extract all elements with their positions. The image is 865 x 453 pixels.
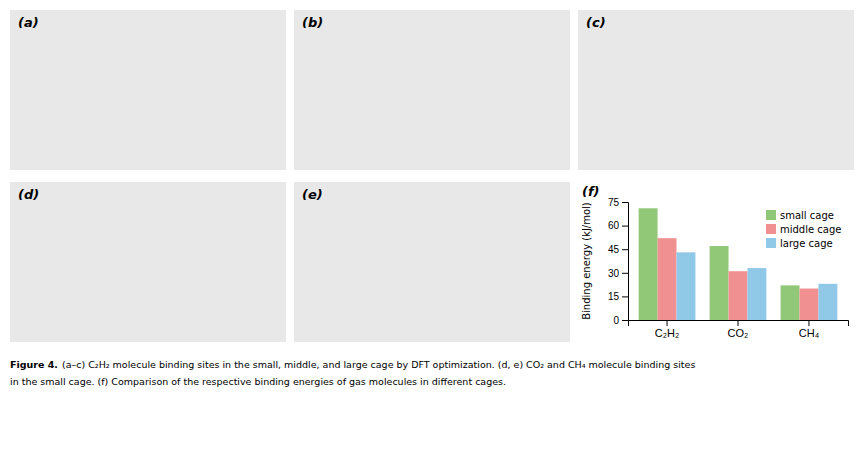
placeholder-panel (578, 10, 854, 170)
x-tick-mark (667, 320, 668, 326)
y-tick: 30 (608, 268, 628, 279)
bar-series (676, 252, 837, 320)
y-tick: 15 (608, 291, 628, 302)
x-tick-mark (738, 320, 739, 326)
y-tick-label: 15 (608, 291, 620, 302)
y-tick-mark (622, 249, 628, 250)
bar (800, 289, 819, 320)
legend-swatch (766, 210, 776, 220)
caption-bold: Figure 4. (10, 359, 58, 370)
figure: (a) (b) (c) (d) (e) (f) 0 15 30 45 60 75 C₂H₂ CO₂ CH₄ B… (0, 0, 865, 453)
y-axis-line (622, 203, 629, 321)
y-tick-mark (622, 320, 628, 321)
legend: small cage middle cage large cage (766, 210, 841, 249)
x-tick-mark (808, 320, 809, 326)
y-tick-mark (622, 226, 628, 227)
legend-item: large cage (766, 238, 833, 249)
legend-swatch (766, 238, 776, 248)
y-tick-mark (622, 296, 628, 297)
y-tick-label: 45 (608, 244, 620, 255)
y-axis-title: Binding energy (kJ/mol) (581, 202, 592, 320)
caption-text: (a–c) C₂H₂ molecule binding sites in the… (62, 359, 695, 370)
bar (781, 285, 800, 320)
x-tick-label: C₂H₂ (655, 327, 679, 339)
y-tick-mark (622, 273, 628, 274)
y-tick-label: 75 (608, 197, 620, 208)
x-axis-line (629, 321, 849, 327)
bar (729, 271, 748, 320)
bar (710, 246, 729, 320)
legend-item: small cage (766, 210, 834, 221)
panel-label: (c) (586, 15, 606, 30)
legend-item: middle cage (766, 224, 841, 235)
y-tick: 60 (608, 220, 628, 231)
panel-label: (e) (302, 187, 323, 202)
bar (658, 238, 677, 320)
panel-label: (d) (18, 187, 39, 202)
legend-label: small cage (780, 210, 834, 221)
x-tick-label: CH₄ (799, 327, 820, 339)
y-tick: 75 (608, 197, 628, 208)
y-tick-mark (622, 202, 628, 203)
legend-label: large cage (780, 238, 833, 249)
y-tick: 45 (608, 244, 628, 255)
x-axis: C₂H₂ CO₂ CH₄ (629, 320, 849, 339)
y-tick: 0 (613, 315, 628, 326)
y-tick-label: 0 (613, 315, 619, 326)
bar-series (658, 238, 819, 320)
caption: Figure 4. (a–c) C₂H₂ molecule binding sit… (10, 359, 695, 370)
panel-label: (b) (302, 15, 323, 30)
panel-label: (a) (18, 15, 39, 30)
x-tick: CH₄ (799, 320, 820, 339)
placeholder-panel (10, 10, 286, 170)
panel-label: (f) (582, 184, 600, 199)
placeholder-panel (294, 182, 570, 342)
bar (747, 268, 766, 320)
bar (818, 284, 837, 320)
x-tick-label: CO₂ (728, 327, 749, 339)
placeholder-panel (10, 182, 286, 342)
y-tick-label: 60 (608, 220, 620, 231)
caption: in the small cage. (f) Comparison of the… (10, 376, 506, 387)
bar (639, 208, 658, 320)
y-tick-label: 30 (608, 268, 620, 279)
bar (676, 252, 695, 320)
y-axis: 0 15 30 45 60 75 (608, 197, 629, 326)
placeholder-panel (294, 10, 570, 170)
x-tick: CO₂ (728, 320, 749, 339)
bar-series (639, 208, 800, 320)
legend-label: middle cage (780, 224, 841, 235)
legend-swatch (766, 224, 776, 234)
x-tick: C₂H₂ (655, 320, 679, 339)
